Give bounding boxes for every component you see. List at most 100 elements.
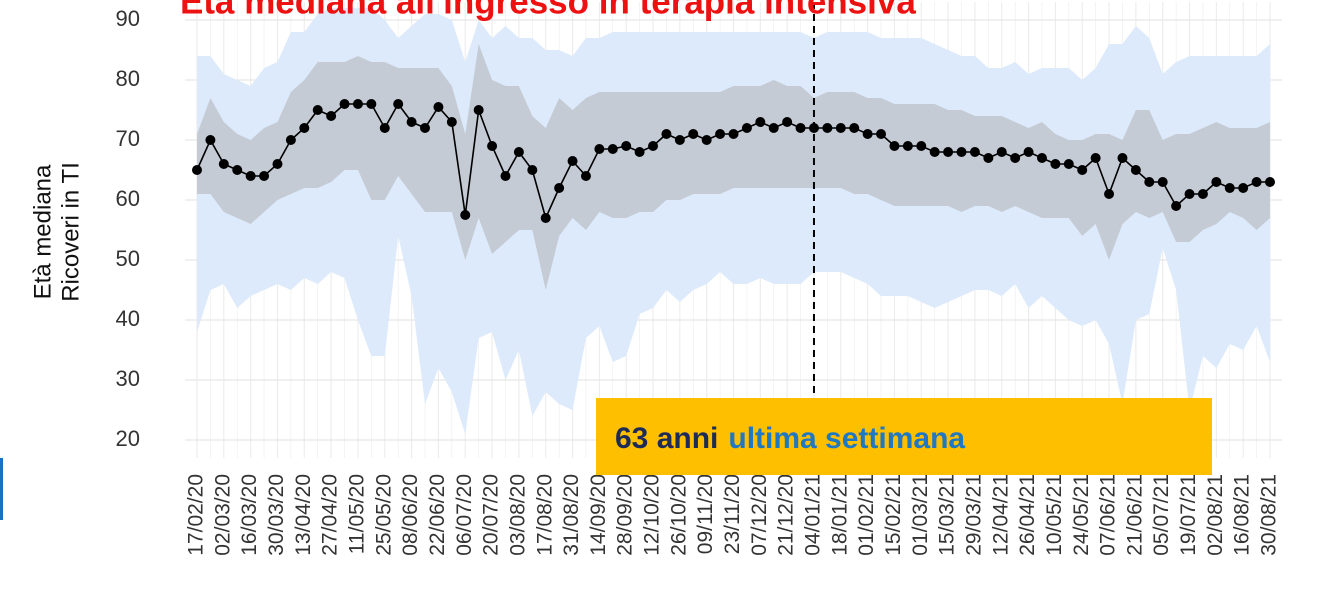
y-tick-label: 50	[116, 246, 140, 271]
x-tick-label: 07/06/21	[1097, 474, 1120, 556]
median-point	[674, 135, 685, 145]
median-point	[1063, 159, 1074, 169]
median-point	[406, 117, 417, 127]
x-tick-label: 29/03/21	[962, 474, 985, 556]
median-point	[460, 210, 471, 220]
median-point	[929, 147, 940, 157]
median-point	[1197, 189, 1208, 199]
median-point	[902, 141, 913, 151]
median-point	[661, 129, 672, 139]
median-point	[567, 156, 578, 166]
median-point	[339, 99, 350, 109]
median-point	[554, 183, 565, 193]
median-point	[1117, 153, 1128, 163]
median-point	[1171, 201, 1182, 211]
median-point	[728, 129, 739, 139]
median-point	[916, 141, 927, 151]
median-point	[285, 135, 296, 145]
outer-band	[197, 8, 1270, 434]
x-tick-label: 13/04/20	[292, 474, 315, 556]
median-point	[701, 135, 712, 145]
median-point	[272, 159, 283, 169]
x-tick-label: 04/01/21	[802, 474, 825, 556]
median-point	[996, 147, 1007, 157]
median-point	[808, 123, 819, 133]
median-point	[473, 105, 484, 115]
median-point	[540, 213, 551, 223]
x-tick-label: 30/03/20	[265, 474, 288, 556]
median-point	[1265, 177, 1275, 187]
median-point	[1077, 165, 1088, 175]
x-tick-label: 16/08/21	[1231, 474, 1254, 556]
x-tick-label: 26/10/20	[667, 474, 690, 556]
x-tick-label: 06/07/20	[453, 474, 476, 556]
median-point	[943, 147, 954, 157]
median-point	[969, 147, 980, 157]
median-point	[607, 144, 618, 154]
median-point	[433, 102, 444, 112]
median-point	[1238, 183, 1249, 193]
x-tick-label: 05/07/21	[1150, 474, 1173, 556]
chart-title: Età mediana all'ingresso in terapia inte…	[180, 0, 916, 21]
x-tick-label: 07/12/20	[748, 474, 771, 556]
median-point	[232, 165, 243, 175]
edge-marker	[0, 458, 3, 520]
y-tick-label: 60	[116, 186, 140, 211]
median-point	[487, 141, 498, 151]
x-tick-label: 17/08/20	[533, 474, 556, 556]
median-point	[1251, 177, 1262, 187]
median-point	[1090, 153, 1101, 163]
x-tick-label: 25/05/20	[372, 474, 395, 556]
median-point	[594, 144, 605, 154]
median-point	[782, 117, 793, 127]
median-point	[192, 165, 202, 175]
median-point	[245, 171, 256, 181]
median-point	[379, 123, 390, 133]
x-tick-label: 15/02/21	[882, 474, 905, 556]
median-point	[768, 123, 779, 133]
median-point	[688, 129, 699, 139]
x-tick-label: 02/08/21	[1204, 474, 1227, 556]
y-tick-label: 30	[116, 366, 140, 391]
y-tick-label: 80	[116, 66, 140, 91]
median-point	[513, 147, 524, 157]
x-tick-label: 16/03/20	[238, 474, 261, 556]
y-tick-label: 40	[116, 306, 140, 331]
median-point	[500, 171, 511, 181]
median-point	[527, 165, 538, 175]
median-point	[648, 141, 659, 151]
median-point	[218, 159, 229, 169]
median-point	[715, 129, 726, 139]
median-point	[755, 117, 766, 127]
y-tick-label: 90	[116, 6, 140, 31]
median-point	[795, 123, 806, 133]
median-point	[634, 147, 645, 157]
x-tick-label: 11/05/20	[345, 474, 368, 554]
median-point	[1010, 153, 1021, 163]
median-point	[956, 147, 967, 157]
median-point	[259, 171, 270, 181]
median-point	[1130, 165, 1141, 175]
x-tick-label: 10/05/21	[1043, 474, 1066, 556]
x-tick-label: 19/07/21	[1177, 474, 1200, 556]
x-tick-label: 17/02/20	[185, 474, 208, 556]
annotation: 63 anni ultima settimana	[615, 422, 965, 455]
x-tick-label: 28/09/20	[614, 474, 637, 556]
y-tick-label: 20	[116, 426, 140, 451]
median-point	[312, 105, 323, 115]
y-axis-label: Età mediana	[29, 164, 56, 299]
median-point	[849, 123, 860, 133]
median-point	[1224, 183, 1235, 193]
x-tick-label: 03/08/20	[506, 474, 529, 556]
x-tick-label: 22/06/20	[426, 474, 449, 556]
y-tick-label: 70	[116, 126, 140, 151]
median-point	[299, 123, 310, 133]
median-point	[862, 129, 873, 139]
annotation-box	[596, 398, 1212, 475]
median-point	[1023, 147, 1034, 157]
median-point	[580, 171, 591, 181]
x-tick-label: 31/08/20	[560, 474, 583, 556]
median-point	[1184, 189, 1195, 199]
median-point	[889, 141, 900, 151]
x-tick-label: 14/09/20	[587, 474, 610, 556]
